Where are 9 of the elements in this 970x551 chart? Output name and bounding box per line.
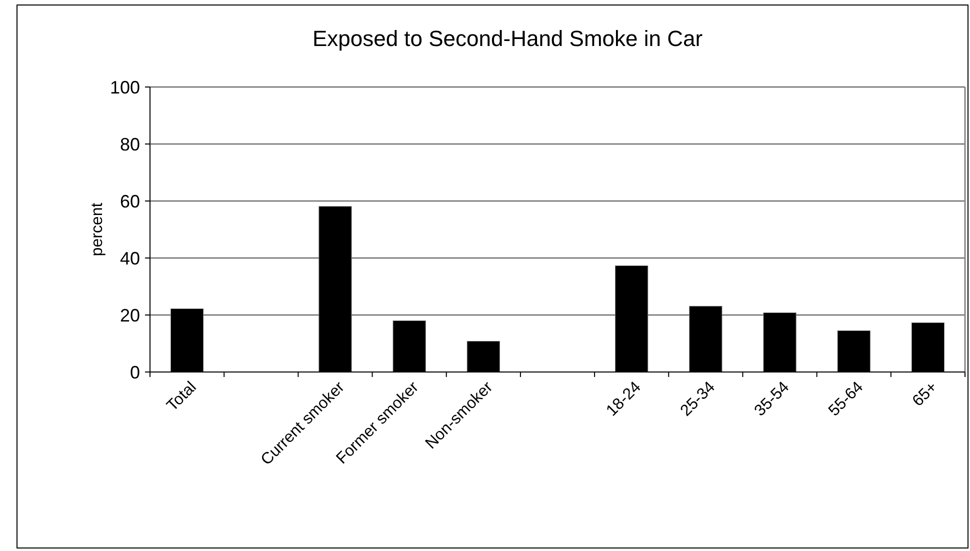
y-tick-label: 0 <box>130 362 140 382</box>
chart-title: Exposed to Second-Hand Smoke in Car <box>312 26 703 51</box>
y-tick-label: 40 <box>120 248 140 268</box>
x-tick-label: 65+ <box>910 378 941 410</box>
y-tick-label: 100 <box>110 77 140 98</box>
y-tick-label: 20 <box>120 305 140 326</box>
y-tick-label: 60 <box>120 191 140 212</box>
y-axis-title: percent <box>89 202 106 256</box>
y-tick-label: 80 <box>120 134 140 154</box>
